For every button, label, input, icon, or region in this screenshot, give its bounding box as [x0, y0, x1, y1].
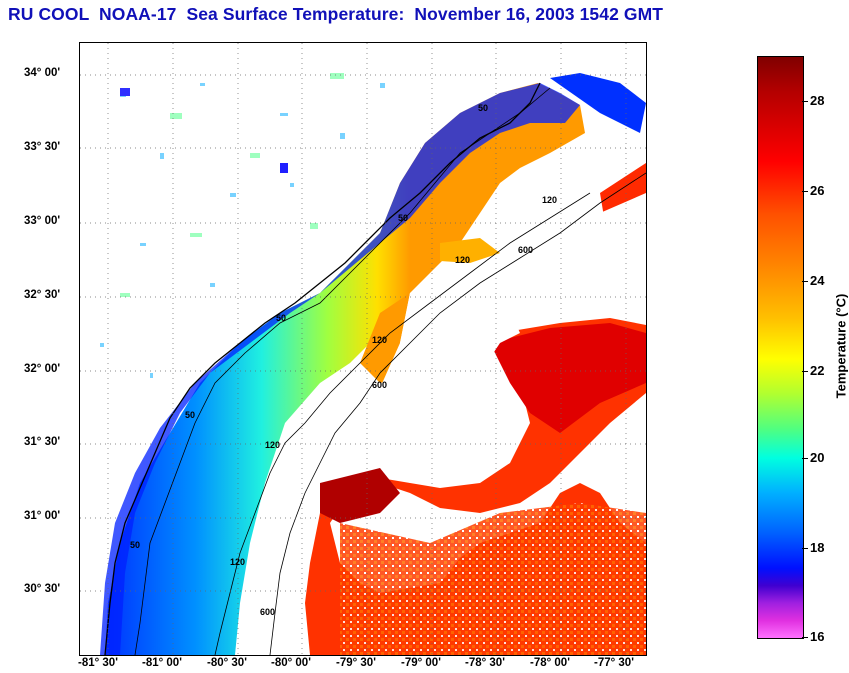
colorbar-label: 16 — [810, 629, 825, 644]
lat-label: 31° 30' — [24, 436, 61, 448]
lat-label: 32° 30' — [24, 289, 61, 301]
colorbar-label: 20 — [810, 450, 825, 465]
colorbar — [757, 56, 804, 639]
shelf-water — [105, 83, 585, 655]
contour-600 — [269, 172, 646, 655]
colorbar-tick — [802, 191, 808, 192]
colorbar-label: 22 — [810, 363, 825, 378]
colorbar-tick — [802, 458, 808, 459]
contour-120 — [214, 192, 591, 655]
lon-label: -79° 00' — [401, 657, 441, 669]
lon-label: -80° 30' — [207, 657, 247, 669]
lat-label: 32° 00' — [24, 363, 61, 375]
lat-label: 30° 30' — [24, 583, 61, 595]
colorbar-label: 28 — [810, 93, 825, 108]
contour-label-50: 50 — [398, 213, 408, 223]
contour-label-120: 120 — [265, 440, 280, 450]
colorbar-label: 24 — [810, 273, 825, 288]
contour-label-600: 600 — [518, 245, 533, 255]
contour-label-50: 50 — [185, 410, 195, 420]
lon-label: -79° 30' — [336, 657, 376, 669]
lat-label: 33° 30' — [24, 141, 61, 153]
lon-label: -78° 00' — [530, 657, 570, 669]
contour-label-600: 600 — [260, 607, 275, 617]
colorbar-tick — [802, 548, 808, 549]
contour-50 — [134, 87, 551, 655]
lon-label: -81° 00' — [142, 657, 182, 669]
contour-label-600: 600 — [372, 380, 387, 390]
contour-label-120: 120 — [455, 255, 470, 265]
map-title: RU COOL NOAA-17 Sea Surface Temperature:… — [8, 4, 664, 24]
graticule — [80, 43, 646, 655]
lon-label: -81° 30' — [78, 657, 118, 669]
coastline — [104, 82, 541, 655]
lat-label: 31° 00' — [24, 510, 61, 522]
colorbar-tick — [802, 637, 808, 638]
lon-label: -78° 30' — [465, 657, 505, 669]
colorbar-tick — [802, 371, 808, 372]
contour-label-120: 120 — [542, 195, 557, 205]
contour-label-120: 120 — [372, 335, 387, 345]
colorbar-label: 18 — [810, 540, 825, 555]
lon-label: -80° 00' — [271, 657, 311, 669]
lat-label: 34° 00' — [24, 67, 61, 79]
colorbar-tick — [802, 101, 808, 102]
colorbar-label: 26 — [810, 183, 825, 198]
contour-label-50: 50 — [478, 103, 488, 113]
colorbar-title: Temperature (°C) — [833, 293, 849, 399]
colorbar-tick — [802, 281, 808, 282]
sst-map[interactable]: 50 50 50 50 50 120 120 120 120 120 600 6… — [79, 42, 647, 656]
lat-label: 33° 00' — [24, 215, 61, 227]
lon-label: -77° 30' — [594, 657, 634, 669]
contour-label-120: 120 — [230, 557, 245, 567]
contour-label-50: 50 — [130, 540, 140, 550]
contour-label-50: 50 — [276, 313, 286, 323]
